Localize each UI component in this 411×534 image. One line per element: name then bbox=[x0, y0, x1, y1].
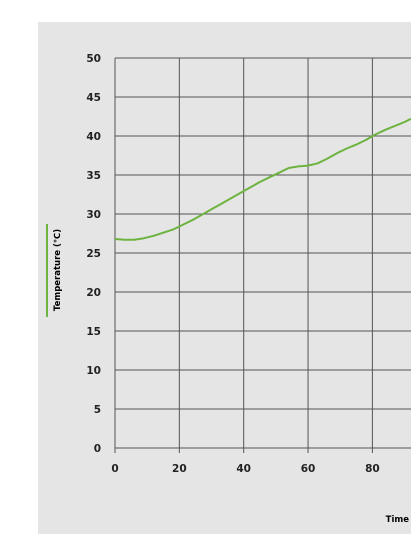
y-tick-label: 20 bbox=[86, 287, 101, 299]
x-tick-label: 40 bbox=[236, 463, 251, 475]
y-tick-label: 30 bbox=[86, 209, 101, 221]
x-tick-label: 60 bbox=[301, 463, 316, 475]
y-axis-label: Temperature (℃) bbox=[53, 229, 63, 311]
y-tick-label: 50 bbox=[86, 53, 101, 65]
x-tick-label: 20 bbox=[172, 463, 187, 475]
y-tick-label: 45 bbox=[86, 92, 101, 104]
tick-labels: 0 5 10 15 20 25 30 35 40 45 50 0 20 40 60 80 bbox=[86, 53, 379, 475]
y-tick-label: 40 bbox=[86, 131, 101, 143]
y-tick-label: 15 bbox=[86, 326, 101, 338]
y-tick-label: 35 bbox=[86, 170, 101, 182]
series bbox=[114, 117, 411, 241]
y-tick-label: 5 bbox=[94, 404, 101, 416]
legend-swatch bbox=[46, 224, 48, 317]
y-tick-label: 10 bbox=[86, 365, 101, 377]
chart-panel: 0 5 10 15 20 25 30 35 40 45 50 0 20 40 60 80 Temperatur… bbox=[38, 22, 411, 534]
grid bbox=[114, 57, 411, 449]
x-axis-label: Time bbox=[386, 515, 410, 525]
axes bbox=[114, 58, 411, 453]
temperature-series-line bbox=[114, 117, 411, 241]
y-tick-label: 25 bbox=[86, 248, 101, 260]
x-tick-label: 80 bbox=[365, 463, 380, 475]
x-tick-label: 0 bbox=[111, 463, 118, 475]
y-tick-label: 0 bbox=[94, 443, 101, 455]
temperature-chart: 0 5 10 15 20 25 30 35 40 45 50 0 20 40 60 80 Temperatur… bbox=[46, 53, 411, 525]
